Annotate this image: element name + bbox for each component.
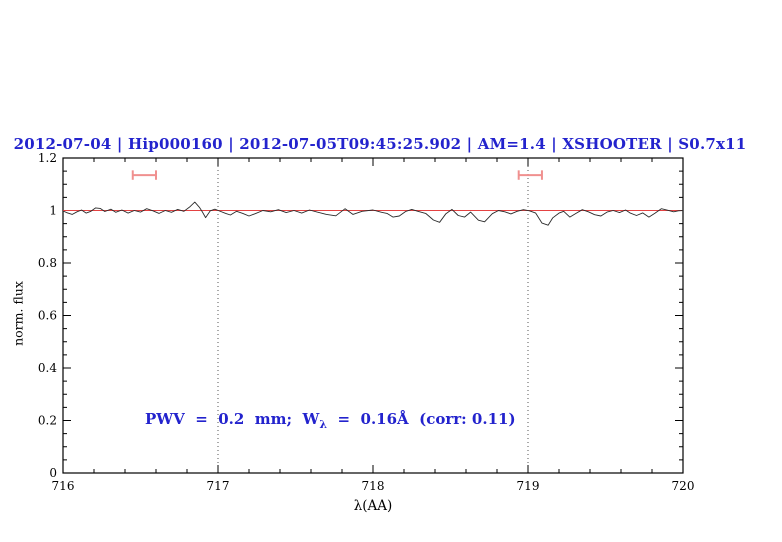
y-tick-label: 0 <box>49 466 57 480</box>
y-tick-label: 0.8 <box>38 256 57 270</box>
y-tick-label: 1 <box>49 204 57 218</box>
x-tick-label: 718 <box>362 479 385 493</box>
y-axis-label: norm. flux <box>10 281 26 346</box>
y-tick-label: 0.6 <box>38 309 57 323</box>
pwv-annotation: PWV = 0.2 mm; Wλ = 0.16Å (corr: 0.11) <box>145 410 516 431</box>
x-tick-label: 717 <box>207 479 230 493</box>
x-tick-label: 720 <box>672 479 695 493</box>
x-tick-label: 719 <box>517 479 540 493</box>
plot-title: 2012-07-04 | Hip000160 | 2012-07-05T09:4… <box>13 135 747 153</box>
pwv-annotation-suffix: = 0.16Å (corr: 0.11) <box>327 410 516 428</box>
pwv-annotation-prefix: PWV = 0.2 mm; W <box>145 410 320 428</box>
y-tick-label: 0.4 <box>38 361 57 375</box>
y-tick-label: 0.2 <box>38 414 57 428</box>
y-tick-label: 1.2 <box>38 151 57 165</box>
x-tick-label: 716 <box>52 479 75 493</box>
pwv-annotation-subscript: λ <box>319 418 328 431</box>
x-axis-label: λ(AA) <box>353 498 393 514</box>
spectrum-line <box>62 201 684 226</box>
